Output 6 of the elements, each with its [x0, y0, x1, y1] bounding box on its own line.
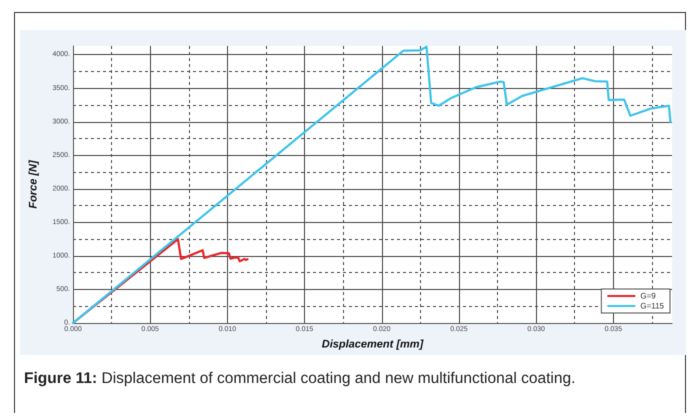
line-series: [72, 46, 672, 324]
x-axis-title: Displacement [mm]: [322, 338, 424, 350]
legend-label: G=115: [640, 302, 665, 310]
caption: Figure 11: Displacement of commercial coating and new multifunctional coating.: [24, 369, 576, 389]
y-axis-title: Force [N]: [28, 160, 40, 209]
legend-label: G=9: [640, 292, 656, 300]
